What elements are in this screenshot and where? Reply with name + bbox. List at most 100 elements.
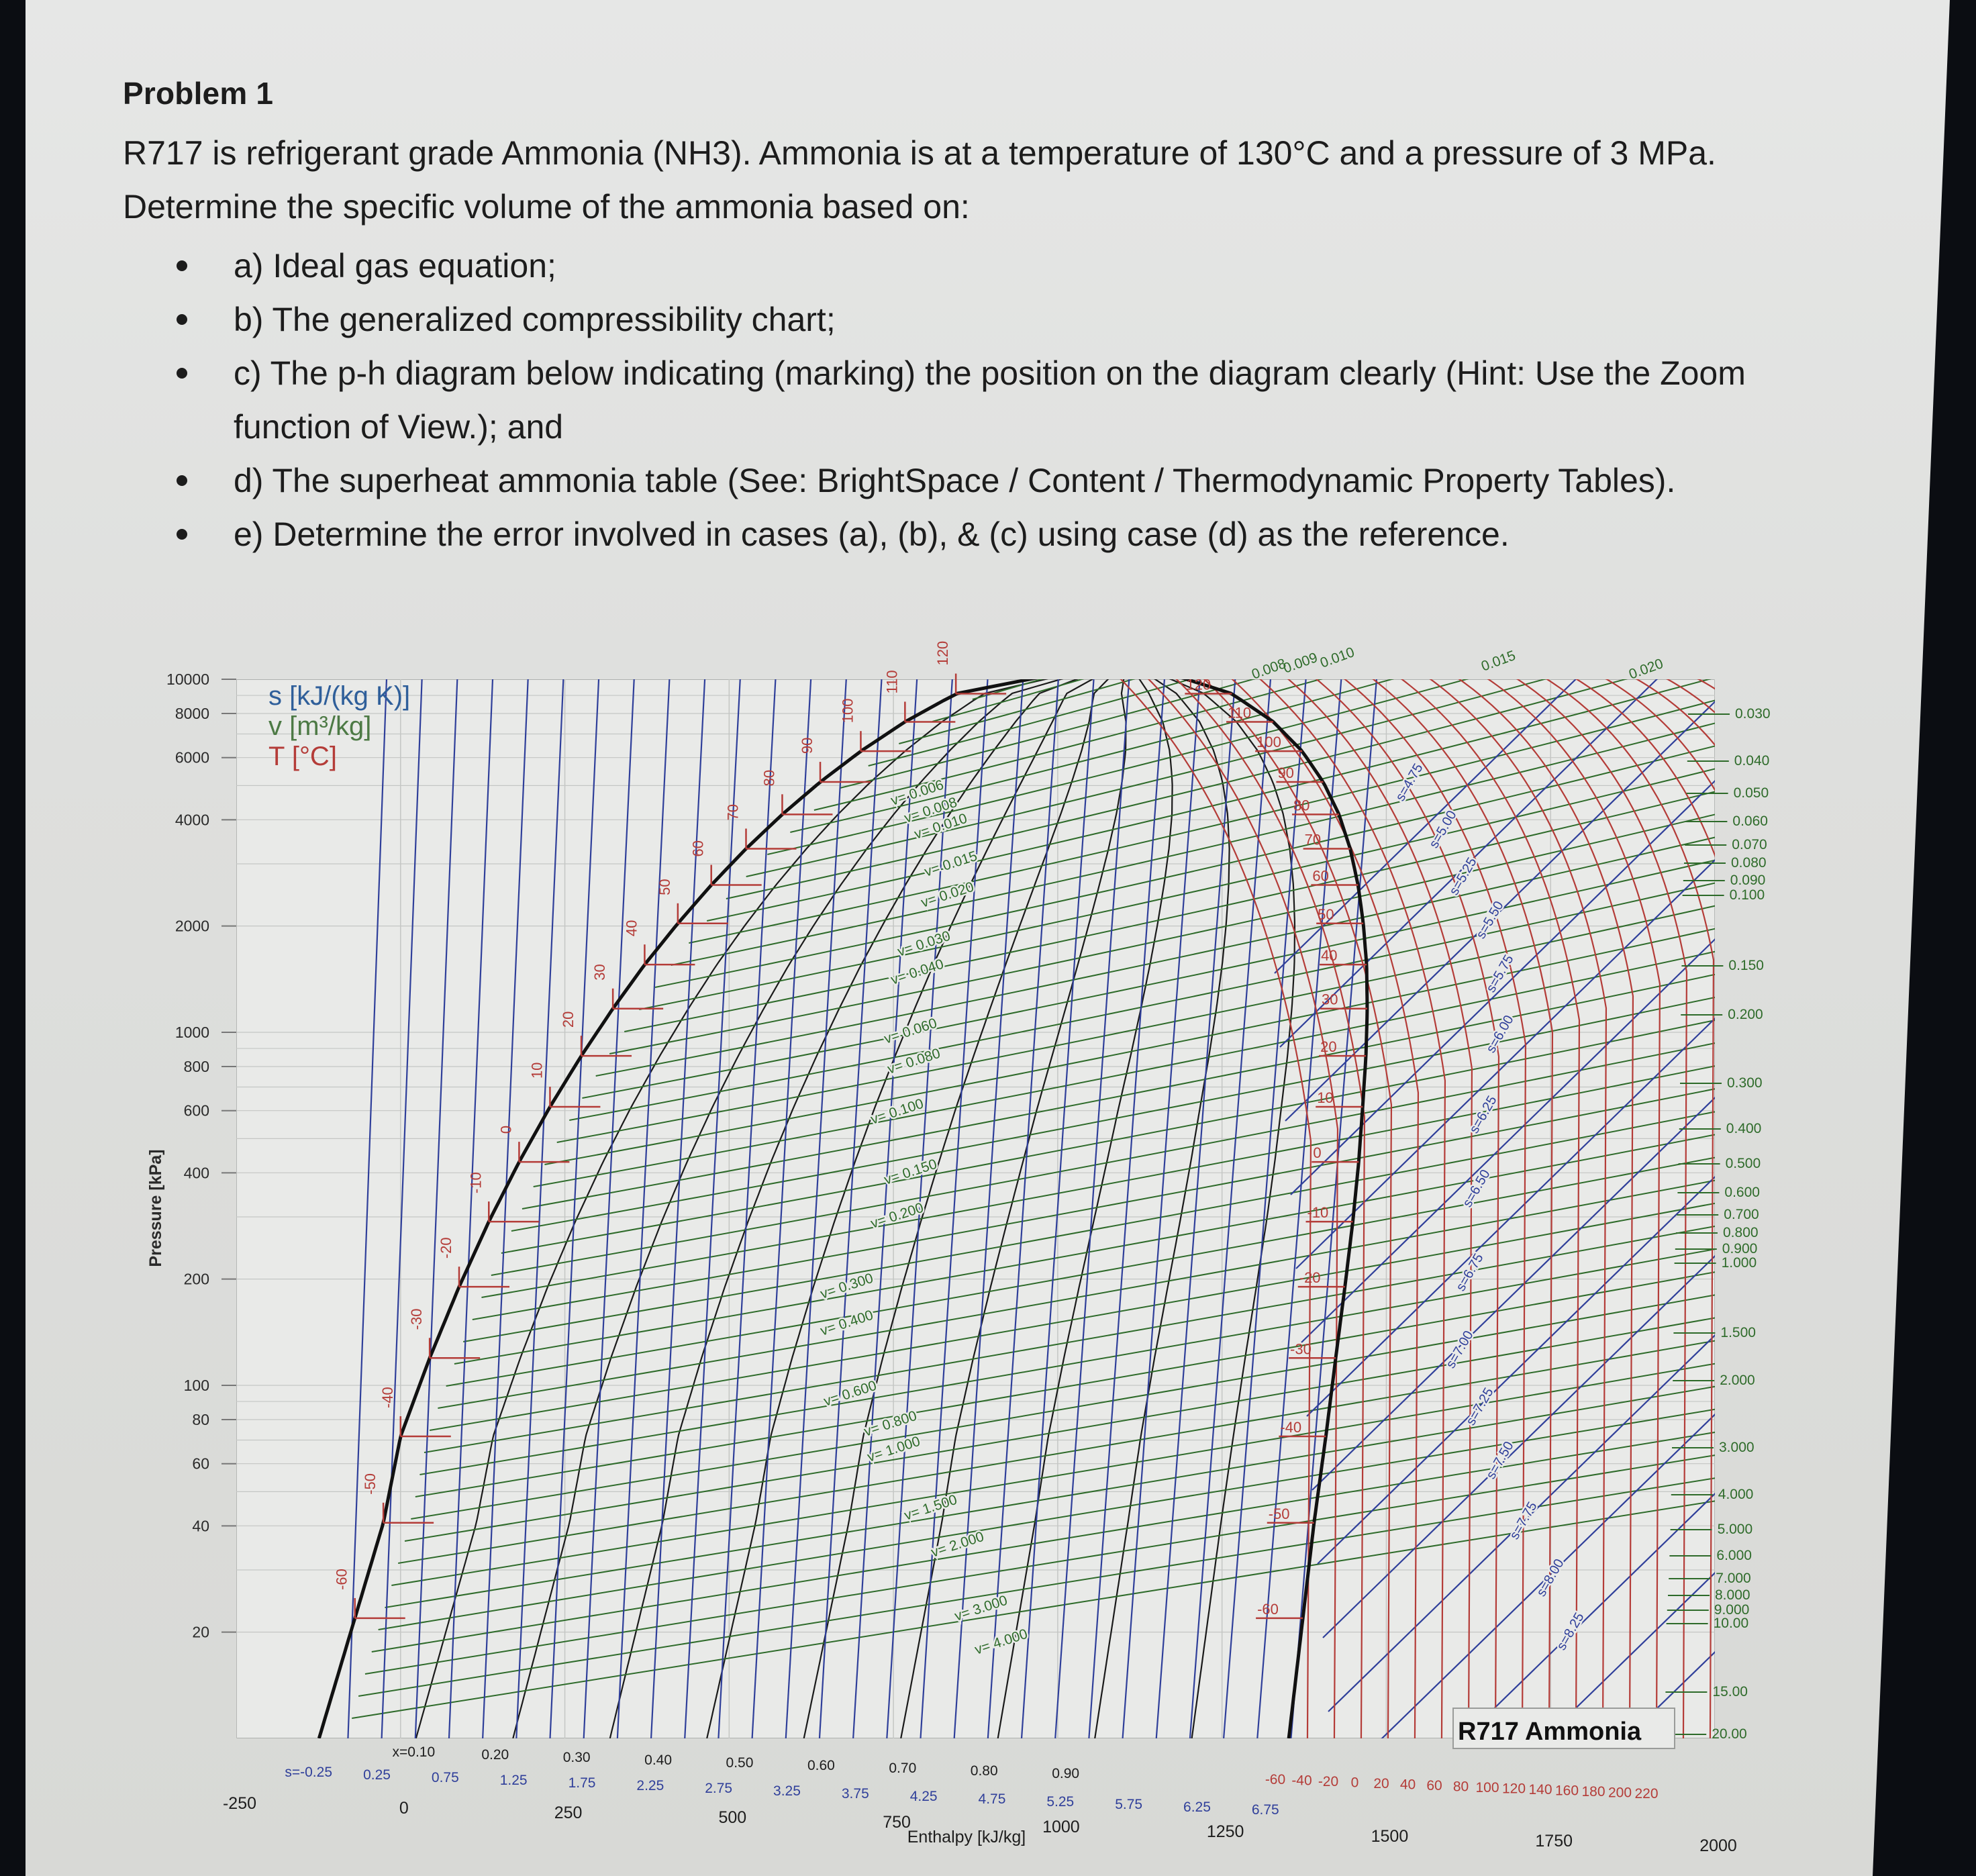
svg-text:200: 200 bbox=[1608, 1785, 1632, 1801]
problem-statement: Problem 1 R717 is refrigerant grade Ammo… bbox=[123, 75, 1868, 561]
svg-text:1.75: 1.75 bbox=[569, 1775, 596, 1791]
svg-text:1.25: 1.25 bbox=[500, 1773, 528, 1788]
svg-text:1500: 1500 bbox=[1371, 1827, 1409, 1846]
svg-text:50: 50 bbox=[1318, 906, 1334, 923]
svg-text:Pressure [kPa]: Pressure [kPa] bbox=[146, 1149, 165, 1267]
svg-text:2000: 2000 bbox=[1699, 1836, 1737, 1855]
svg-text:80: 80 bbox=[760, 770, 777, 786]
svg-text:80: 80 bbox=[1453, 1779, 1469, 1795]
svg-text:20.00: 20.00 bbox=[1712, 1726, 1747, 1742]
svg-text:0.010: 0.010 bbox=[1318, 644, 1356, 671]
svg-text:10: 10 bbox=[528, 1063, 545, 1079]
svg-text:0.050: 0.050 bbox=[1734, 785, 1769, 801]
svg-text:6.000: 6.000 bbox=[1716, 1548, 1752, 1563]
svg-text:v [m³/kg]: v [m³/kg] bbox=[268, 711, 371, 741]
svg-text:5.000: 5.000 bbox=[1718, 1522, 1753, 1537]
chart-axes: 2040608010020040060080010002000400060008… bbox=[146, 671, 1737, 1855]
svg-text:40: 40 bbox=[623, 920, 640, 936]
svg-text:0.30: 0.30 bbox=[563, 1750, 591, 1765]
svg-text:120: 120 bbox=[1502, 1781, 1526, 1797]
svg-text:400: 400 bbox=[184, 1164, 209, 1181]
svg-text:3.75: 3.75 bbox=[842, 1786, 869, 1801]
svg-text:40: 40 bbox=[1321, 947, 1337, 964]
svg-text:0.008: 0.008 bbox=[1250, 656, 1288, 683]
svg-text:0.70: 0.70 bbox=[889, 1761, 916, 1776]
svg-text:2000: 2000 bbox=[175, 918, 209, 935]
svg-text:1.000: 1.000 bbox=[1722, 1255, 1757, 1271]
svg-text:0.75: 0.75 bbox=[432, 1770, 459, 1785]
svg-text:s=-0.25: s=-0.25 bbox=[285, 1765, 332, 1780]
statement-line-2: Determine the specific volume of the amm… bbox=[123, 188, 970, 226]
svg-text:110: 110 bbox=[883, 670, 900, 693]
svg-text:0.700: 0.700 bbox=[1724, 1207, 1759, 1222]
saturation-dome bbox=[317, 679, 1369, 1738]
task-item-c: c) The p-h diagram below indicating (mar… bbox=[123, 346, 1868, 454]
svg-text:0.030: 0.030 bbox=[1735, 706, 1771, 722]
svg-text:0: 0 bbox=[497, 1126, 514, 1134]
svg-text:15.00: 15.00 bbox=[1712, 1684, 1748, 1699]
svg-text:160: 160 bbox=[1555, 1783, 1579, 1799]
svg-text:0.040: 0.040 bbox=[1734, 753, 1770, 769]
svg-text:-50: -50 bbox=[362, 1473, 379, 1495]
svg-text:0.20: 0.20 bbox=[481, 1747, 509, 1763]
svg-text:5.75: 5.75 bbox=[1115, 1797, 1142, 1812]
task-item-d: d) The superheat ammonia table (See: Bri… bbox=[123, 454, 1868, 507]
svg-text:0.009: 0.009 bbox=[1281, 650, 1320, 677]
svg-text:20: 20 bbox=[192, 1624, 209, 1641]
svg-text:0.80: 0.80 bbox=[971, 1763, 998, 1779]
svg-text:4.000: 4.000 bbox=[1718, 1487, 1754, 1502]
svg-text:60: 60 bbox=[192, 1455, 209, 1473]
svg-text:70: 70 bbox=[724, 804, 741, 820]
svg-text:0.300: 0.300 bbox=[1727, 1075, 1763, 1091]
svg-text:90: 90 bbox=[1277, 764, 1293, 781]
svg-text:3.000: 3.000 bbox=[1719, 1440, 1755, 1455]
svg-text:0.40: 0.40 bbox=[644, 1752, 672, 1768]
svg-text:-10: -10 bbox=[467, 1172, 484, 1193]
svg-text:s [kJ/(kg K)]: s [kJ/(kg K)] bbox=[268, 681, 410, 711]
svg-text:-20: -20 bbox=[1299, 1269, 1321, 1286]
svg-text:100: 100 bbox=[1475, 1780, 1499, 1795]
svg-text:120: 120 bbox=[934, 641, 951, 666]
svg-text:60: 60 bbox=[1312, 867, 1328, 884]
svg-text:4.25: 4.25 bbox=[910, 1789, 938, 1804]
svg-text:30: 30 bbox=[1322, 991, 1338, 1008]
svg-text:R717 Ammonia: R717 Ammonia bbox=[1458, 1718, 1642, 1746]
svg-text:5.25: 5.25 bbox=[1046, 1794, 1074, 1810]
svg-text:750: 750 bbox=[883, 1813, 911, 1832]
svg-text:60: 60 bbox=[690, 840, 707, 856]
bullet-icon bbox=[177, 529, 187, 540]
svg-text:0.25: 0.25 bbox=[363, 1767, 391, 1783]
isentrope-lines bbox=[347, 679, 1715, 1738]
svg-text:20: 20 bbox=[1320, 1038, 1336, 1055]
bullet-icon bbox=[177, 314, 187, 325]
svg-text:-60: -60 bbox=[334, 1569, 350, 1590]
svg-text:120: 120 bbox=[1186, 677, 1211, 693]
svg-text:0.900: 0.900 bbox=[1722, 1241, 1758, 1256]
svg-text:0: 0 bbox=[399, 1799, 409, 1818]
svg-text:10000: 10000 bbox=[166, 671, 209, 688]
svg-text:1.500: 1.500 bbox=[1720, 1325, 1756, 1340]
svg-text:1750: 1750 bbox=[1535, 1832, 1573, 1850]
svg-text:0.60: 0.60 bbox=[807, 1758, 835, 1773]
svg-text:x=0.10: x=0.10 bbox=[393, 1744, 436, 1760]
svg-text:100: 100 bbox=[839, 698, 856, 723]
svg-text:0.500: 0.500 bbox=[1726, 1156, 1761, 1171]
svg-text:-30: -30 bbox=[408, 1309, 425, 1330]
svg-text:2.75: 2.75 bbox=[705, 1781, 732, 1796]
svg-text:-50: -50 bbox=[1269, 1505, 1290, 1522]
svg-text:9.000: 9.000 bbox=[1714, 1602, 1750, 1618]
svg-text:-60: -60 bbox=[1257, 1601, 1279, 1618]
statement-line-1: R717 is refrigerant grade Ammonia (NH3).… bbox=[123, 134, 1716, 172]
svg-text:30: 30 bbox=[591, 964, 608, 980]
svg-text:6.25: 6.25 bbox=[1183, 1799, 1211, 1815]
svg-text:1250: 1250 bbox=[1207, 1822, 1244, 1841]
svg-text:-30: -30 bbox=[1290, 1340, 1312, 1357]
svg-text:-20: -20 bbox=[1318, 1774, 1338, 1789]
svg-text:4.75: 4.75 bbox=[979, 1791, 1006, 1807]
svg-text:0.800: 0.800 bbox=[1723, 1225, 1759, 1240]
svg-text:Enthalpy [kJ/kg]: Enthalpy [kJ/kg] bbox=[907, 1828, 1026, 1846]
svg-text:0.200: 0.200 bbox=[1728, 1007, 1763, 1022]
svg-text:40: 40 bbox=[1400, 1777, 1416, 1793]
svg-text:500: 500 bbox=[718, 1808, 746, 1827]
